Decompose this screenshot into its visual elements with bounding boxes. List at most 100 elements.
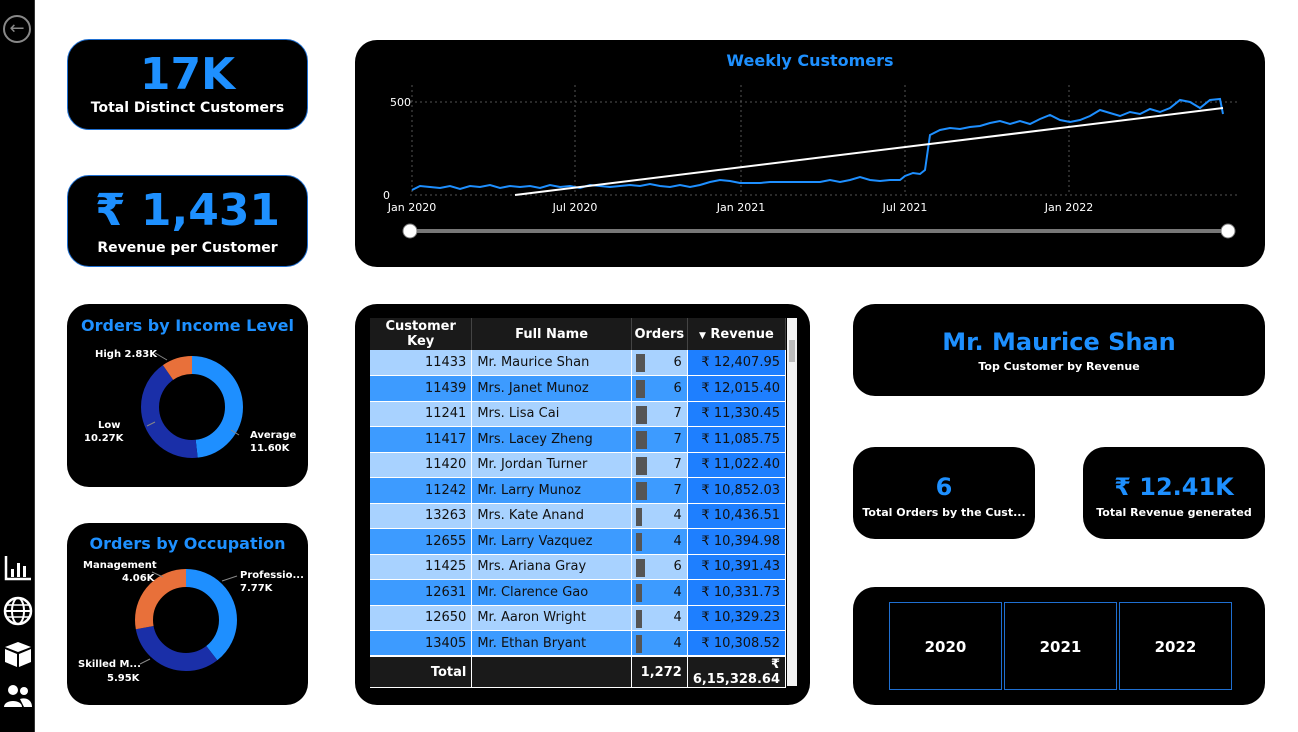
cell-full-name: Mrs. Kate Anand [471, 503, 632, 529]
top-customer-name: Mr. Maurice Shan [942, 328, 1176, 356]
slice-skilled-manual[interactable] [135, 569, 237, 671]
cell-customer-key: 13263 [370, 503, 473, 529]
table-row[interactable]: 12655 Mr. Larry Vazquez 4 ₹ 10,394.98 [370, 528, 787, 555]
cell-orders: 6 [631, 554, 688, 580]
cell-revenue: ₹ 11,330.45 [687, 401, 787, 427]
slice-low[interactable] [141, 356, 243, 458]
top-customer-orders-card: 6 Total Orders by the Cust... [853, 447, 1035, 539]
cell-orders: 7 [631, 401, 688, 427]
table-row[interactable]: 11425 Mrs. Ariana Gray 6 ₹ 10,391.43 [370, 554, 787, 580]
range-slider-start-handle[interactable] [402, 223, 418, 239]
weekly-customers-card: Weekly Customers 500 0 Jan 2020 Jul 2020… [355, 40, 1265, 267]
total-label: Total [370, 655, 473, 688]
scrollbar-thumb[interactable] [789, 340, 795, 362]
col-header-revenue-label: Revenue [710, 326, 774, 342]
total-revenue: ₹ 6,15,328.64 [687, 655, 787, 688]
cell-full-name: Mrs. Janet Munoz [471, 375, 632, 402]
occupation-chart-title: Orders by Occupation [89, 534, 286, 553]
col-header-full-name[interactable]: Full Name [471, 318, 632, 350]
orders-data-bar [635, 456, 647, 475]
cell-customer-key: 11241 [370, 401, 473, 427]
x-tick-label: Jan 2022 [1044, 201, 1093, 214]
col-header-revenue[interactable]: ▼ Revenue [687, 318, 787, 350]
globe-icon[interactable] [2, 595, 34, 627]
cell-full-name: Mr. Larry Vazquez [471, 528, 632, 555]
range-slider-end-handle[interactable] [1220, 223, 1236, 239]
cell-full-name: Mr. Maurice Shan [471, 350, 632, 376]
cell-full-name: Mrs. Ariana Gray [471, 554, 632, 580]
table-row[interactable]: 13263 Mrs. Kate Anand 4 ₹ 10,436.51 [370, 503, 787, 529]
cell-orders: 4 [631, 528, 688, 555]
cell-orders-value: 7 [673, 406, 682, 422]
cell-orders: 4 [631, 579, 688, 606]
table-row[interactable]: 12650 Mr. Aaron Wright 4 ₹ 10,329.23 [370, 605, 787, 631]
table-body: 11433 Mr. Maurice Shan 6 ₹ 12,407.95 11439 Mr… [370, 350, 787, 657]
occupation-skilled-value: 5.95K [107, 673, 141, 684]
orders-data-bar [635, 635, 642, 653]
orders-data-bar [635, 431, 647, 449]
box-icon[interactable] [2, 638, 34, 670]
table-row[interactable]: 11439 Mrs. Janet Munoz 6 ₹ 12,015.40 [370, 375, 787, 402]
col-header-customer-key[interactable]: Customer Key [370, 318, 473, 350]
cell-orders: 7 [631, 426, 688, 453]
table-row[interactable]: 12631 Mr. Clarence Gao 4 ₹ 10,331.73 [370, 579, 787, 606]
income-high-label: High 2.83K [95, 349, 158, 360]
income-low-value: 10.27K [84, 433, 125, 444]
cell-orders: 4 [631, 630, 688, 657]
top-customer-label: Top Customer by Revenue [978, 360, 1140, 373]
x-tick-label: Jan 2020 [387, 201, 436, 214]
cell-revenue: ₹ 12,407.95 [687, 350, 787, 376]
orders-data-bar [635, 507, 642, 526]
cell-revenue: ₹ 11,085.75 [687, 426, 787, 453]
table-row[interactable]: 13405 Mr. Ethan Bryant 4 ₹ 10,308.52 [370, 630, 787, 657]
cell-full-name: Mr. Ethan Bryant [471, 630, 632, 657]
top-customer-revenue-value: ₹ 12.41K [1114, 473, 1234, 501]
sidebar: ← [0, 0, 35, 732]
cell-revenue: ₹ 10,391.43 [687, 554, 787, 580]
cell-orders-value: 6 [673, 355, 682, 370]
back-arrow-icon[interactable]: ← [3, 15, 31, 43]
table-scrollbar[interactable] [787, 318, 797, 686]
cell-revenue: ₹ 10,329.23 [687, 605, 787, 631]
income-donut-chart: High 2.83K Low 10.27K Average 11.60K [84, 349, 297, 458]
cell-orders: 7 [631, 452, 688, 478]
cell-orders-value: 4 [673, 533, 682, 549]
cell-orders-value: 6 [673, 380, 682, 396]
bar-chart-icon[interactable] [2, 552, 34, 584]
occupation-professional-name: Professio... [240, 570, 304, 581]
cell-orders: 6 [631, 350, 688, 376]
cell-revenue: ₹ 12,015.40 [687, 375, 787, 402]
table-row[interactable]: 11433 Mr. Maurice Shan 6 ₹ 12,407.95 [370, 350, 787, 376]
year-button-2020[interactable]: 2020 [889, 602, 1002, 690]
cell-customer-key: 11420 [370, 452, 473, 478]
cell-customer-key: 13405 [370, 630, 473, 657]
top-customer-orders-label: Total Orders by the Cust... [862, 506, 1026, 519]
col-header-orders[interactable]: Orders [631, 318, 688, 350]
orders-data-bar [635, 584, 642, 602]
cell-revenue: ₹ 10,852.03 [687, 477, 787, 504]
cell-customer-key: 11417 [370, 426, 473, 453]
table-row[interactable]: 11420 Mr. Jordan Turner 7 ₹ 11,022.40 [370, 452, 787, 478]
slice-high[interactable] [141, 356, 243, 458]
cell-revenue: ₹ 10,308.52 [687, 630, 787, 657]
table-row[interactable]: 11417 Mrs. Lacey Zheng 7 ₹ 11,085.75 [370, 426, 787, 453]
slice-management[interactable] [135, 569, 237, 671]
users-icon[interactable] [2, 680, 34, 712]
cell-customer-key: 12655 [370, 528, 473, 555]
year-slicer-card [853, 587, 1265, 705]
year-button-2021[interactable]: 2021 [1004, 602, 1117, 690]
cell-revenue: ₹ 10,331.73 [687, 579, 787, 606]
table-header-row: Customer Key Full Name Orders ▼ Revenue [370, 318, 787, 350]
orders-data-bar [635, 533, 642, 551]
table-row[interactable]: 11242 Mr. Larry Munoz 7 ₹ 10,852.03 [370, 477, 787, 504]
cell-customer-key: 11425 [370, 554, 473, 580]
income-chart-title: Orders by Income Level [81, 316, 294, 335]
cell-orders: 6 [631, 375, 688, 402]
trend-line [514, 107, 1224, 196]
table-row[interactable]: 11241 Mrs. Lisa Cai 7 ₹ 11,330.45 [370, 401, 787, 427]
year-button-2022[interactable]: 2022 [1119, 602, 1232, 690]
cell-customer-key: 11433 [370, 350, 473, 376]
distinct-customers-value: 17K [139, 49, 236, 100]
cell-orders-value: 4 [673, 584, 682, 600]
income-level-card: Orders by Income Level High 2.83K Low 10… [67, 304, 308, 487]
